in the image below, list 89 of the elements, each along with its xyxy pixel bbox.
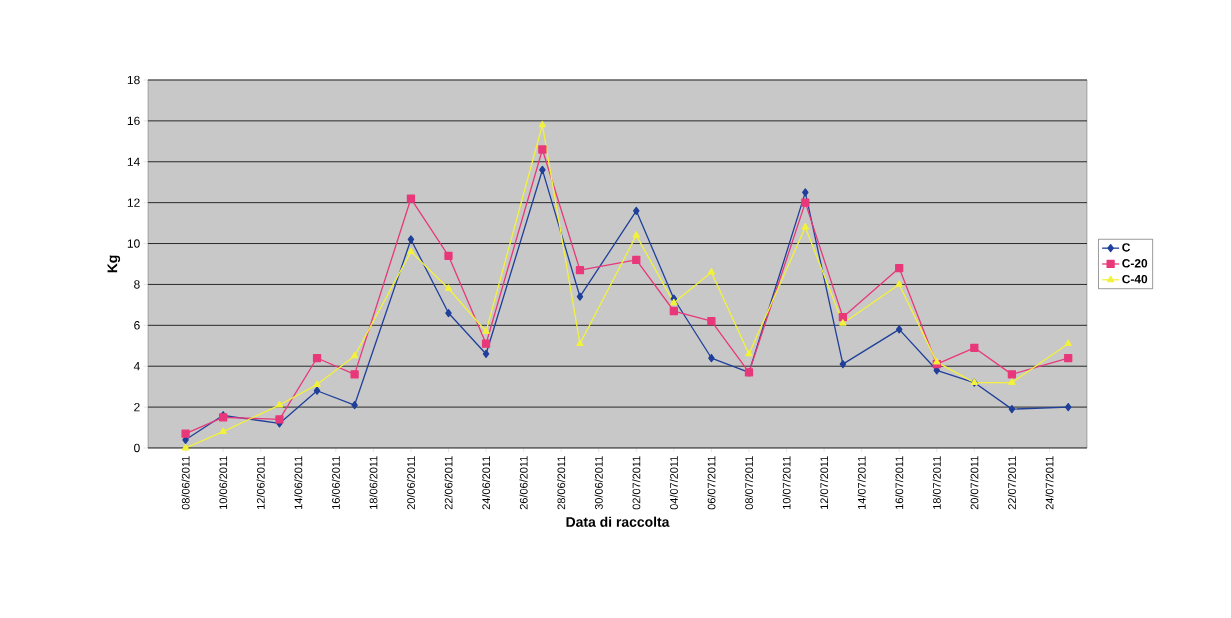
legend-label: C-40: [1122, 274, 1148, 284]
point: [538, 120, 547, 128]
x-tick-label: 04/07/2011: [669, 456, 678, 510]
x-tick-label: 20/06/2011: [406, 456, 415, 510]
point: [313, 380, 321, 387]
point: [895, 325, 903, 334]
x-tick-label: 26/06/2011: [519, 456, 528, 510]
point: [444, 251, 453, 260]
x-tick-label: 10/07/2011: [782, 456, 791, 509]
point: [895, 263, 904, 273]
point: [181, 429, 190, 438]
y-tick-label: 0: [134, 443, 140, 453]
point: [632, 231, 640, 238]
x-tick-label: 16/06/2011: [331, 456, 340, 509]
point: [313, 386, 321, 395]
legend-label: C: [1122, 243, 1131, 252]
point: [632, 255, 641, 265]
y-axis-title: Kg: [107, 255, 121, 273]
point: [633, 206, 640, 215]
point: [839, 360, 847, 369]
x-tick-label: 30/06/2011: [594, 456, 603, 510]
point: [538, 145, 547, 154]
point: [406, 194, 416, 203]
point: [1064, 353, 1073, 363]
point: [707, 268, 716, 275]
point: [482, 349, 490, 359]
point: [481, 339, 491, 348]
y-tick-label: 18: [127, 75, 140, 85]
y-tick-label: 6: [134, 321, 140, 330]
point: [707, 317, 716, 326]
x-tick-label: 24/06/2011: [482, 456, 491, 510]
y-tick-label: 2: [134, 402, 140, 412]
x-tick-label: 18/06/2011: [369, 456, 378, 509]
point: [407, 247, 415, 255]
point: [839, 319, 847, 326]
point: [708, 353, 715, 363]
point: [351, 400, 358, 410]
x-tick-label: 02/07/2011: [632, 456, 641, 510]
point: [745, 349, 753, 357]
point: [802, 188, 809, 197]
x-tick-label: 08/06/2011: [181, 456, 190, 510]
x-tick-label: 22/07/2011: [1007, 456, 1016, 510]
point: [1064, 402, 1072, 412]
point: [482, 327, 490, 334]
point: [838, 313, 848, 322]
x-tick-label: 14/07/2011: [857, 456, 866, 509]
x-axis-title: Data di raccolta: [566, 516, 670, 527]
x-tick-label: 14/06/2011: [294, 456, 303, 509]
x-tick-label: 16/07/2011: [895, 456, 904, 509]
point: [275, 415, 284, 424]
point: [539, 165, 546, 175]
x-tick-label: 10/06/2011: [219, 456, 228, 509]
point: [1064, 339, 1072, 347]
point: [181, 443, 190, 451]
point: [219, 427, 227, 435]
x-tick-label: 24/07/2011: [1045, 456, 1054, 510]
y-tick-label: 8: [134, 280, 140, 289]
x-tick-label: 20/07/2011: [970, 456, 979, 510]
point: [576, 339, 584, 347]
point: [801, 223, 809, 230]
x-tick-label: 08/07/2011: [744, 456, 753, 510]
point: [970, 343, 979, 352]
point: [1008, 378, 1016, 385]
point: [670, 298, 678, 306]
point: [444, 284, 453, 291]
point: [669, 306, 678, 316]
point: [933, 357, 941, 365]
point: [1008, 405, 1016, 414]
y-tick-label: 16: [127, 116, 140, 126]
x-tick-label: 06/07/2011: [707, 456, 716, 510]
point: [575, 265, 585, 275]
y-tick-label: 4: [133, 362, 140, 371]
point: [312, 353, 322, 363]
y-tick-label: 12: [127, 198, 140, 207]
x-tick-label: 28/06/2011: [557, 456, 566, 510]
x-tick-label: 18/07/2011: [932, 456, 941, 509]
point: [445, 308, 452, 318]
point: [576, 292, 584, 301]
point: [801, 198, 810, 207]
point: [895, 280, 903, 287]
legend-label: C-20: [1122, 259, 1148, 268]
point: [350, 370, 359, 379]
point: [407, 235, 415, 244]
x-tick-label: 22/06/2011: [444, 456, 453, 510]
y-tick-label: 14: [127, 157, 140, 166]
x-tick-label: 12/06/2011: [256, 456, 265, 509]
x-tick-label: 12/07/2011: [820, 456, 829, 509]
y-tick-label: 10: [127, 239, 140, 248]
point: [1007, 370, 1017, 379]
